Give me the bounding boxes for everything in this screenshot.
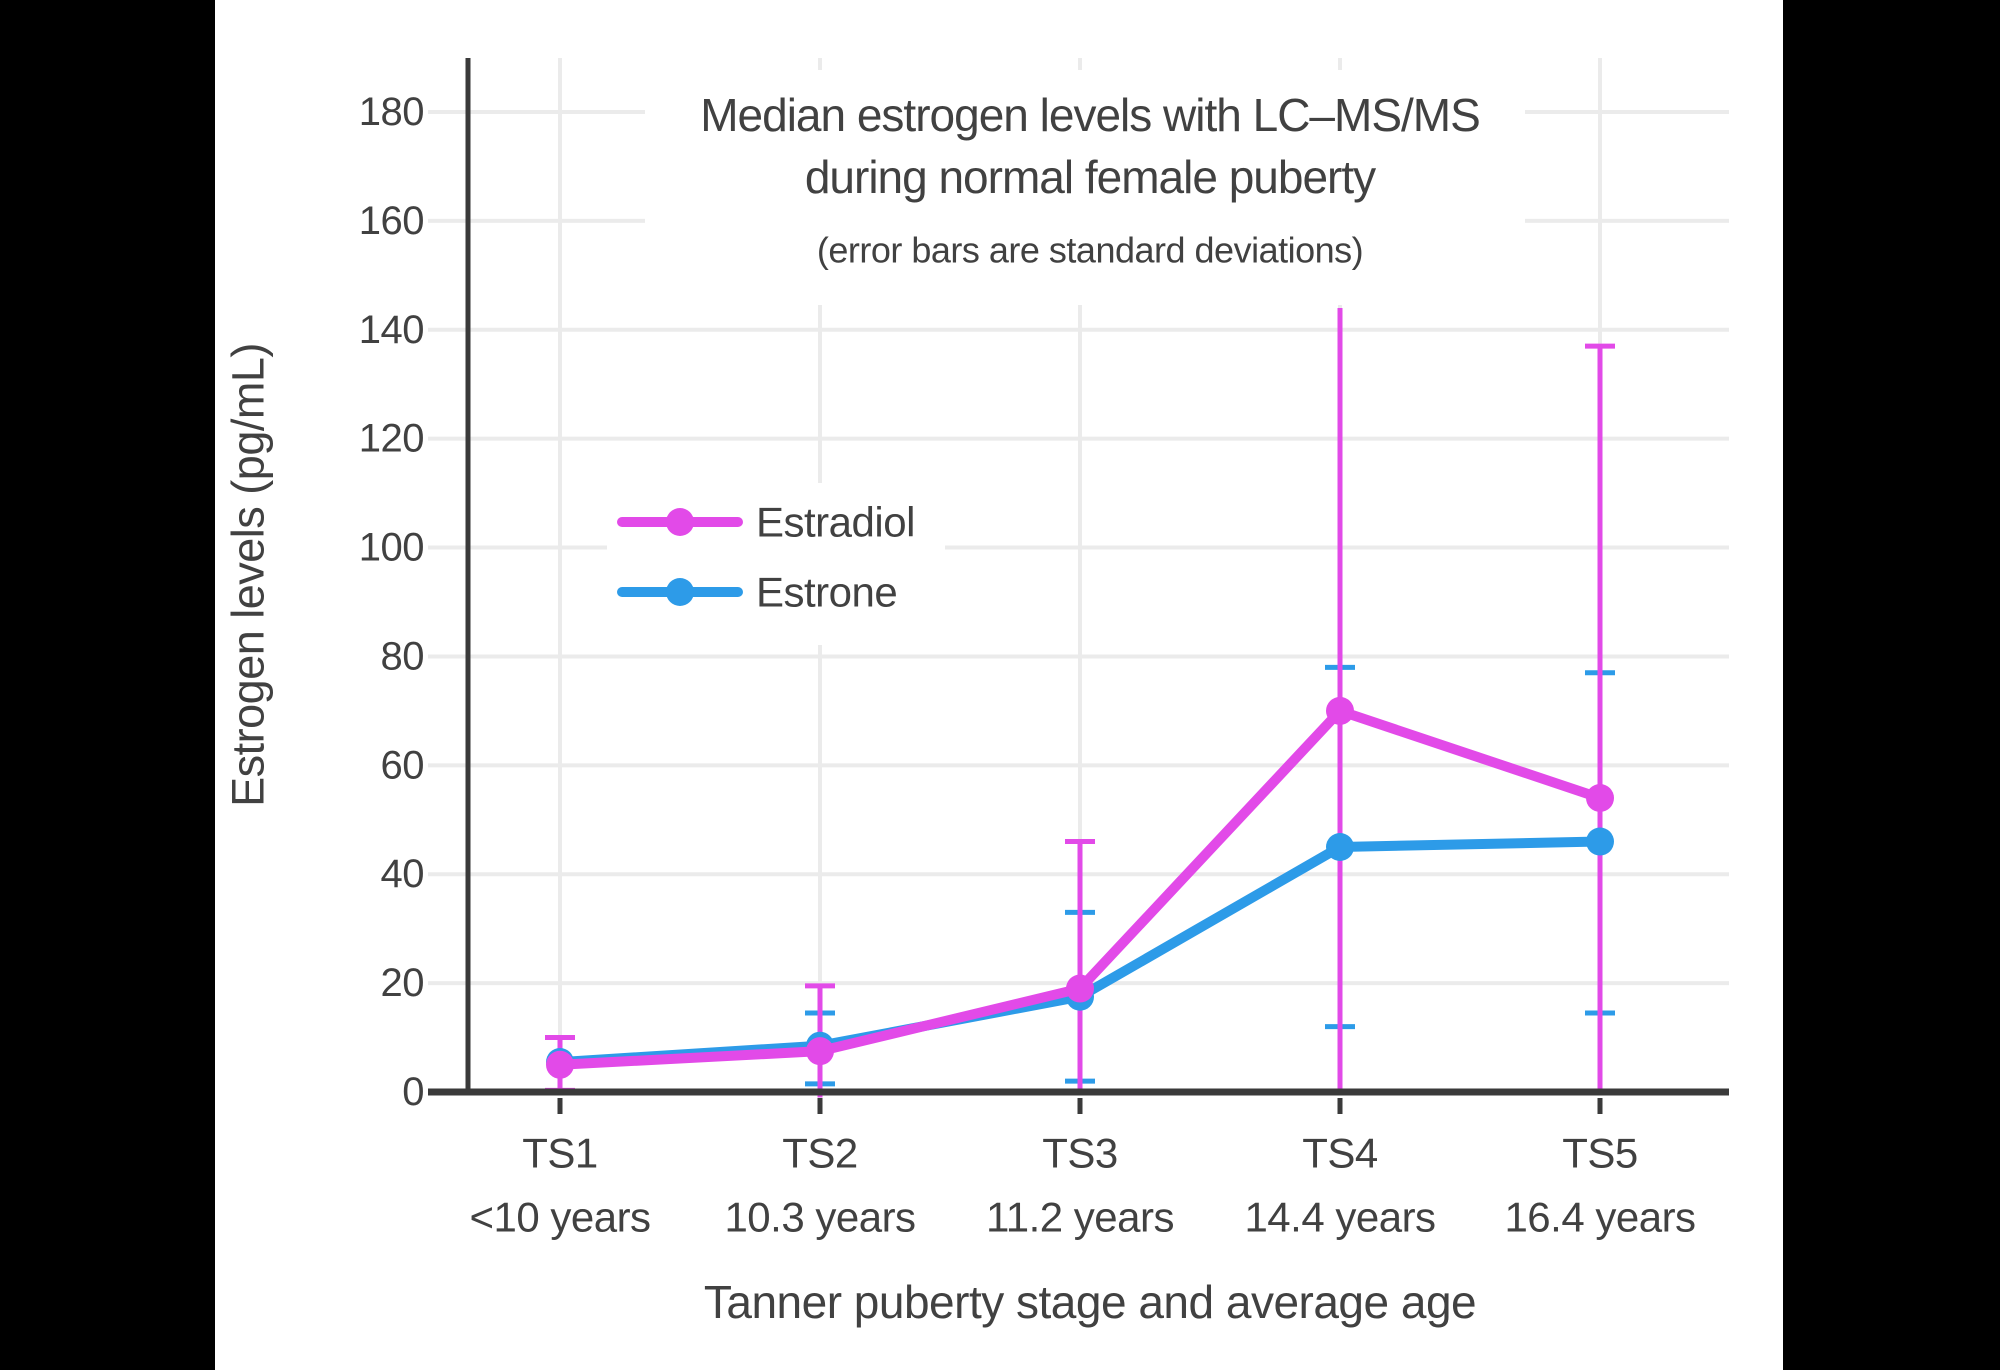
data-point-estradiol bbox=[1326, 696, 1354, 725]
chart-title-line1: Median estrogen levels with LC–MS/MS bbox=[700, 89, 1480, 141]
legend: Estradiol Estrone bbox=[617, 499, 915, 616]
axes bbox=[428, 58, 1729, 1114]
data-point-estradiol bbox=[1586, 784, 1614, 813]
chart-title-line2: during normal female puberty bbox=[805, 151, 1376, 203]
legend-marker-dot-estradiol bbox=[666, 508, 694, 536]
y-tick-label: 40 bbox=[381, 852, 425, 896]
x-age-label: 10.3 years bbox=[724, 1194, 915, 1241]
x-category-label: TS1 bbox=[522, 1130, 598, 1177]
chart-text: Median estrogen levels with LC–MS/MS dur… bbox=[223, 89, 1697, 1328]
y-axis-title: Estrogen levels (pg/mL) bbox=[223, 343, 274, 807]
data-point-estrone bbox=[1326, 833, 1354, 862]
y-tick-label: 160 bbox=[359, 199, 424, 243]
y-tick-label: 80 bbox=[381, 634, 425, 678]
x-category-label: TS3 bbox=[1042, 1130, 1118, 1177]
x-age-label: 16.4 years bbox=[1504, 1194, 1695, 1241]
x-age-label: 14.4 years bbox=[1244, 1194, 1435, 1241]
legend-label-estradiol: Estradiol bbox=[756, 499, 915, 546]
legend-marker-dot-estrone bbox=[666, 578, 694, 606]
annotation-backgrounds bbox=[607, 70, 1525, 645]
x-category-label: TS4 bbox=[1302, 1130, 1378, 1177]
chart-subtitle: (error bars are standard deviations) bbox=[817, 230, 1363, 271]
data-series bbox=[546, 696, 1614, 1079]
data-point-estradiol bbox=[546, 1050, 574, 1079]
x-category-label: TS5 bbox=[1562, 1130, 1638, 1177]
y-tick-label: 120 bbox=[359, 417, 424, 461]
legend-label-estrone: Estrone bbox=[756, 569, 897, 616]
y-tick-label: 60 bbox=[381, 743, 425, 787]
y-tick-label: 0 bbox=[402, 1070, 424, 1114]
y-tick-label: 180 bbox=[359, 90, 424, 134]
y-tick-label: 140 bbox=[359, 308, 424, 352]
data-point-estradiol bbox=[806, 1037, 834, 1066]
y-tick-label: 100 bbox=[359, 526, 424, 570]
title-background bbox=[645, 70, 1525, 305]
x-age-label: <10 years bbox=[469, 1194, 650, 1241]
x-axis-title: Tanner puberty stage and average age bbox=[704, 1276, 1476, 1328]
y-tick-label: 20 bbox=[381, 961, 425, 1005]
data-point-estradiol bbox=[1066, 974, 1094, 1003]
x-category-label: TS2 bbox=[782, 1130, 858, 1177]
data-point-estrone bbox=[1586, 827, 1614, 856]
legend-background bbox=[607, 483, 945, 645]
x-age-label: 11.2 years bbox=[986, 1194, 1174, 1241]
